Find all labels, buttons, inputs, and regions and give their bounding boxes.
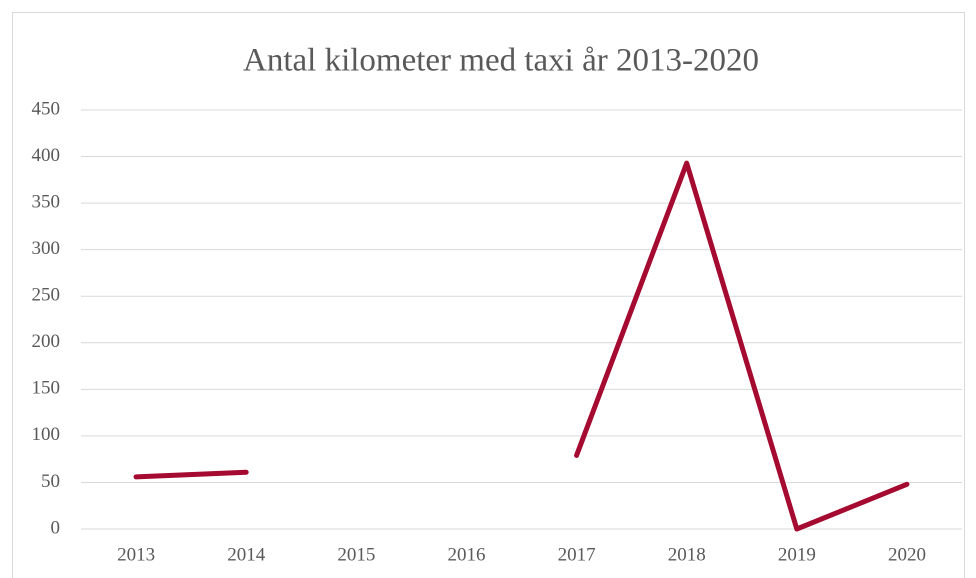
x-tick-label: 2020 xyxy=(888,544,926,565)
data-line xyxy=(133,160,910,532)
x-tick-label: 2017 xyxy=(558,544,596,565)
chart-title: Antal kilometer med taxi år 2013-2020 xyxy=(243,43,759,79)
x-tick-label: 2013 xyxy=(117,544,155,565)
y-tick-label: 350 xyxy=(32,191,61,212)
y-tick-label: 150 xyxy=(32,378,61,399)
y-tick-label: 50 xyxy=(41,471,60,492)
y-tick-label: 250 xyxy=(32,285,61,306)
x-tick-label: 2019 xyxy=(778,544,816,565)
y-tick-label: 450 xyxy=(32,98,61,119)
x-tick-label: 2014 xyxy=(227,544,266,565)
x-tick-label: 2018 xyxy=(668,544,706,565)
y-tick-label: 0 xyxy=(51,517,61,538)
y-tick-label: 400 xyxy=(32,145,61,166)
chart-border xyxy=(12,12,965,578)
x-tick-label: 2016 xyxy=(447,544,485,565)
x-tick-label: 2015 xyxy=(337,544,375,565)
y-tick-label: 300 xyxy=(32,238,61,259)
y-tick-label: 100 xyxy=(32,424,61,445)
y-tick-label: 200 xyxy=(32,331,61,352)
